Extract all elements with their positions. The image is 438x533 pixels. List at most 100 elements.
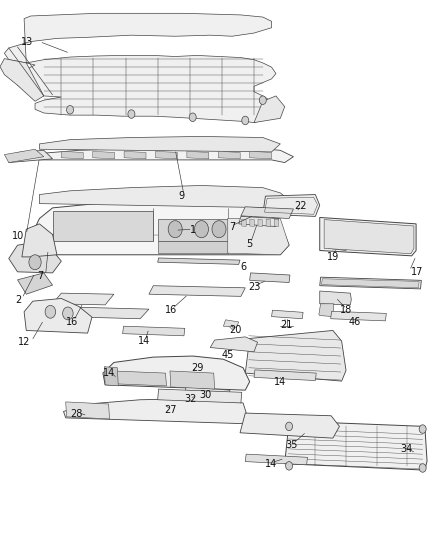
Text: 46: 46 [349, 318, 361, 327]
Polygon shape [9, 243, 61, 273]
Polygon shape [187, 151, 209, 159]
Text: 10: 10 [12, 231, 24, 240]
Text: 45: 45 [222, 350, 234, 360]
Text: 2: 2 [15, 295, 21, 304]
Text: 13: 13 [21, 37, 33, 46]
Text: 29: 29 [191, 363, 203, 373]
Polygon shape [320, 277, 421, 289]
Polygon shape [228, 219, 289, 255]
Polygon shape [39, 241, 53, 255]
Polygon shape [319, 304, 334, 317]
Polygon shape [61, 307, 149, 319]
Circle shape [45, 305, 56, 318]
Polygon shape [240, 413, 339, 438]
Polygon shape [263, 195, 320, 216]
Text: 17: 17 [411, 267, 423, 277]
Text: 27: 27 [165, 406, 177, 415]
Circle shape [212, 221, 226, 238]
Circle shape [259, 96, 266, 104]
Polygon shape [104, 367, 118, 386]
Polygon shape [124, 151, 146, 159]
Polygon shape [4, 149, 44, 163]
Circle shape [194, 221, 208, 238]
Polygon shape [170, 371, 215, 389]
Polygon shape [22, 224, 57, 257]
Text: 30: 30 [200, 391, 212, 400]
Polygon shape [158, 258, 240, 264]
Circle shape [63, 307, 73, 320]
Polygon shape [250, 151, 272, 159]
Polygon shape [328, 243, 348, 251]
Polygon shape [320, 217, 416, 256]
Text: 35: 35 [285, 440, 297, 450]
Text: 32: 32 [184, 394, 197, 403]
Polygon shape [66, 402, 110, 419]
Text: 7: 7 [229, 222, 235, 231]
Text: 1: 1 [190, 225, 196, 235]
Text: 19: 19 [327, 252, 339, 262]
Polygon shape [9, 150, 53, 163]
Polygon shape [218, 151, 240, 159]
Polygon shape [272, 310, 303, 319]
Text: 9: 9 [179, 191, 185, 200]
Polygon shape [321, 279, 419, 288]
Text: 16: 16 [66, 317, 78, 327]
Polygon shape [320, 291, 351, 305]
Polygon shape [250, 273, 290, 282]
Polygon shape [245, 454, 307, 465]
Circle shape [419, 464, 426, 472]
Polygon shape [242, 219, 246, 227]
Text: 14: 14 [103, 368, 116, 378]
Text: 14: 14 [274, 377, 286, 386]
Polygon shape [331, 311, 386, 321]
Polygon shape [4, 13, 276, 123]
Polygon shape [39, 136, 280, 152]
Circle shape [286, 422, 293, 431]
Text: 21: 21 [281, 320, 293, 330]
Polygon shape [241, 207, 293, 219]
Polygon shape [254, 96, 285, 123]
Polygon shape [24, 298, 92, 333]
Polygon shape [239, 216, 279, 227]
Text: 14: 14 [138, 336, 151, 346]
Polygon shape [53, 293, 114, 305]
Polygon shape [266, 219, 271, 227]
Text: 18: 18 [340, 305, 352, 315]
Text: 7: 7 [38, 271, 44, 281]
Polygon shape [250, 219, 254, 227]
Circle shape [242, 116, 249, 125]
Polygon shape [93, 151, 115, 159]
Text: 12: 12 [18, 337, 31, 347]
Circle shape [189, 113, 196, 122]
Polygon shape [258, 219, 262, 227]
Text: 22: 22 [294, 201, 306, 211]
Circle shape [419, 425, 426, 433]
Text: 14: 14 [265, 459, 277, 469]
Text: 23: 23 [249, 282, 261, 292]
Polygon shape [18, 273, 53, 294]
Polygon shape [184, 387, 230, 401]
Polygon shape [149, 286, 245, 296]
Circle shape [168, 221, 182, 238]
Text: 20: 20 [230, 326, 242, 335]
Circle shape [29, 255, 41, 270]
Polygon shape [155, 151, 177, 159]
Polygon shape [158, 219, 228, 241]
Text: 16: 16 [165, 305, 177, 315]
Text: 34: 34 [400, 444, 413, 454]
Text: 6: 6 [240, 262, 246, 271]
Circle shape [67, 106, 74, 114]
Polygon shape [123, 326, 185, 336]
Polygon shape [245, 330, 346, 381]
Polygon shape [158, 389, 242, 403]
Polygon shape [31, 201, 289, 255]
Polygon shape [31, 147, 293, 163]
Polygon shape [324, 220, 414, 254]
Polygon shape [64, 399, 247, 424]
Polygon shape [254, 370, 316, 381]
Polygon shape [274, 219, 279, 227]
Circle shape [128, 110, 135, 118]
Polygon shape [61, 151, 83, 159]
Polygon shape [113, 371, 166, 386]
Text: 28: 28 [71, 409, 83, 418]
